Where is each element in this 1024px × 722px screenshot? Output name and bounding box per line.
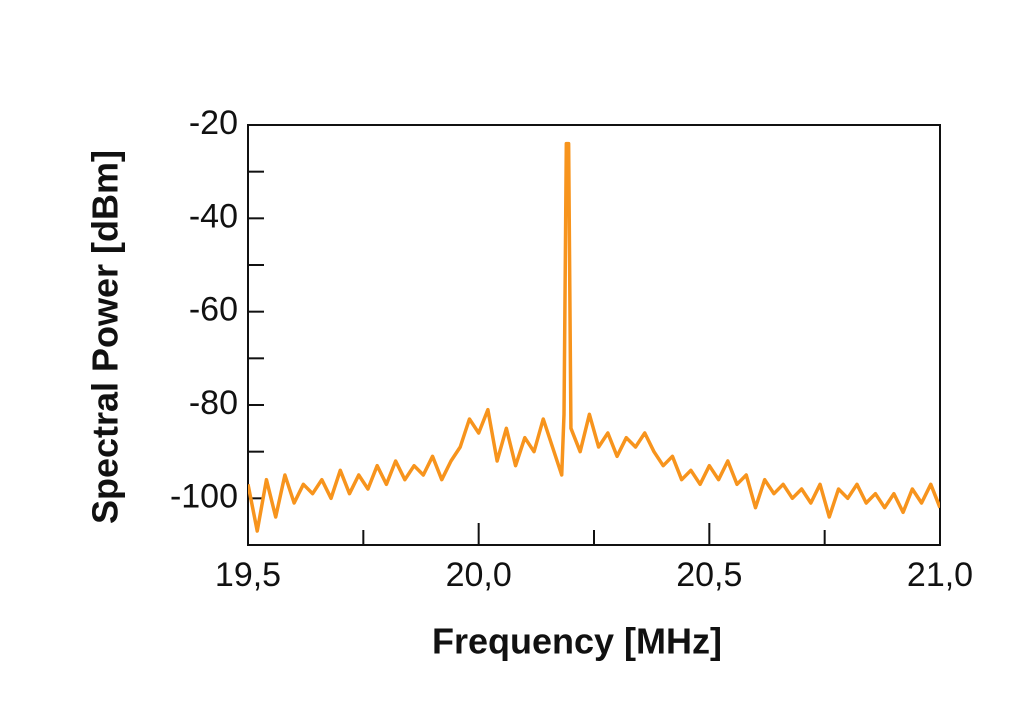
x-tick-label: 19,5 xyxy=(215,556,281,594)
plot-frame xyxy=(247,124,941,546)
spectrum-line xyxy=(248,141,940,533)
y-tick-label: -20 xyxy=(189,104,238,142)
x-tick-label: 21,0 xyxy=(907,556,973,594)
x-tick-label: 20,0 xyxy=(446,556,512,594)
y-tick-label: -80 xyxy=(189,384,238,422)
y-tick-label: -100 xyxy=(170,477,238,515)
y-tick-label: -40 xyxy=(189,197,238,235)
x-tick-label: 20,5 xyxy=(676,556,742,594)
y-axis-label: Spectral Power [dBm] xyxy=(85,150,126,524)
y-tick-label: -60 xyxy=(189,291,238,329)
x-axis-label: Frequency [MHz] xyxy=(432,621,722,662)
